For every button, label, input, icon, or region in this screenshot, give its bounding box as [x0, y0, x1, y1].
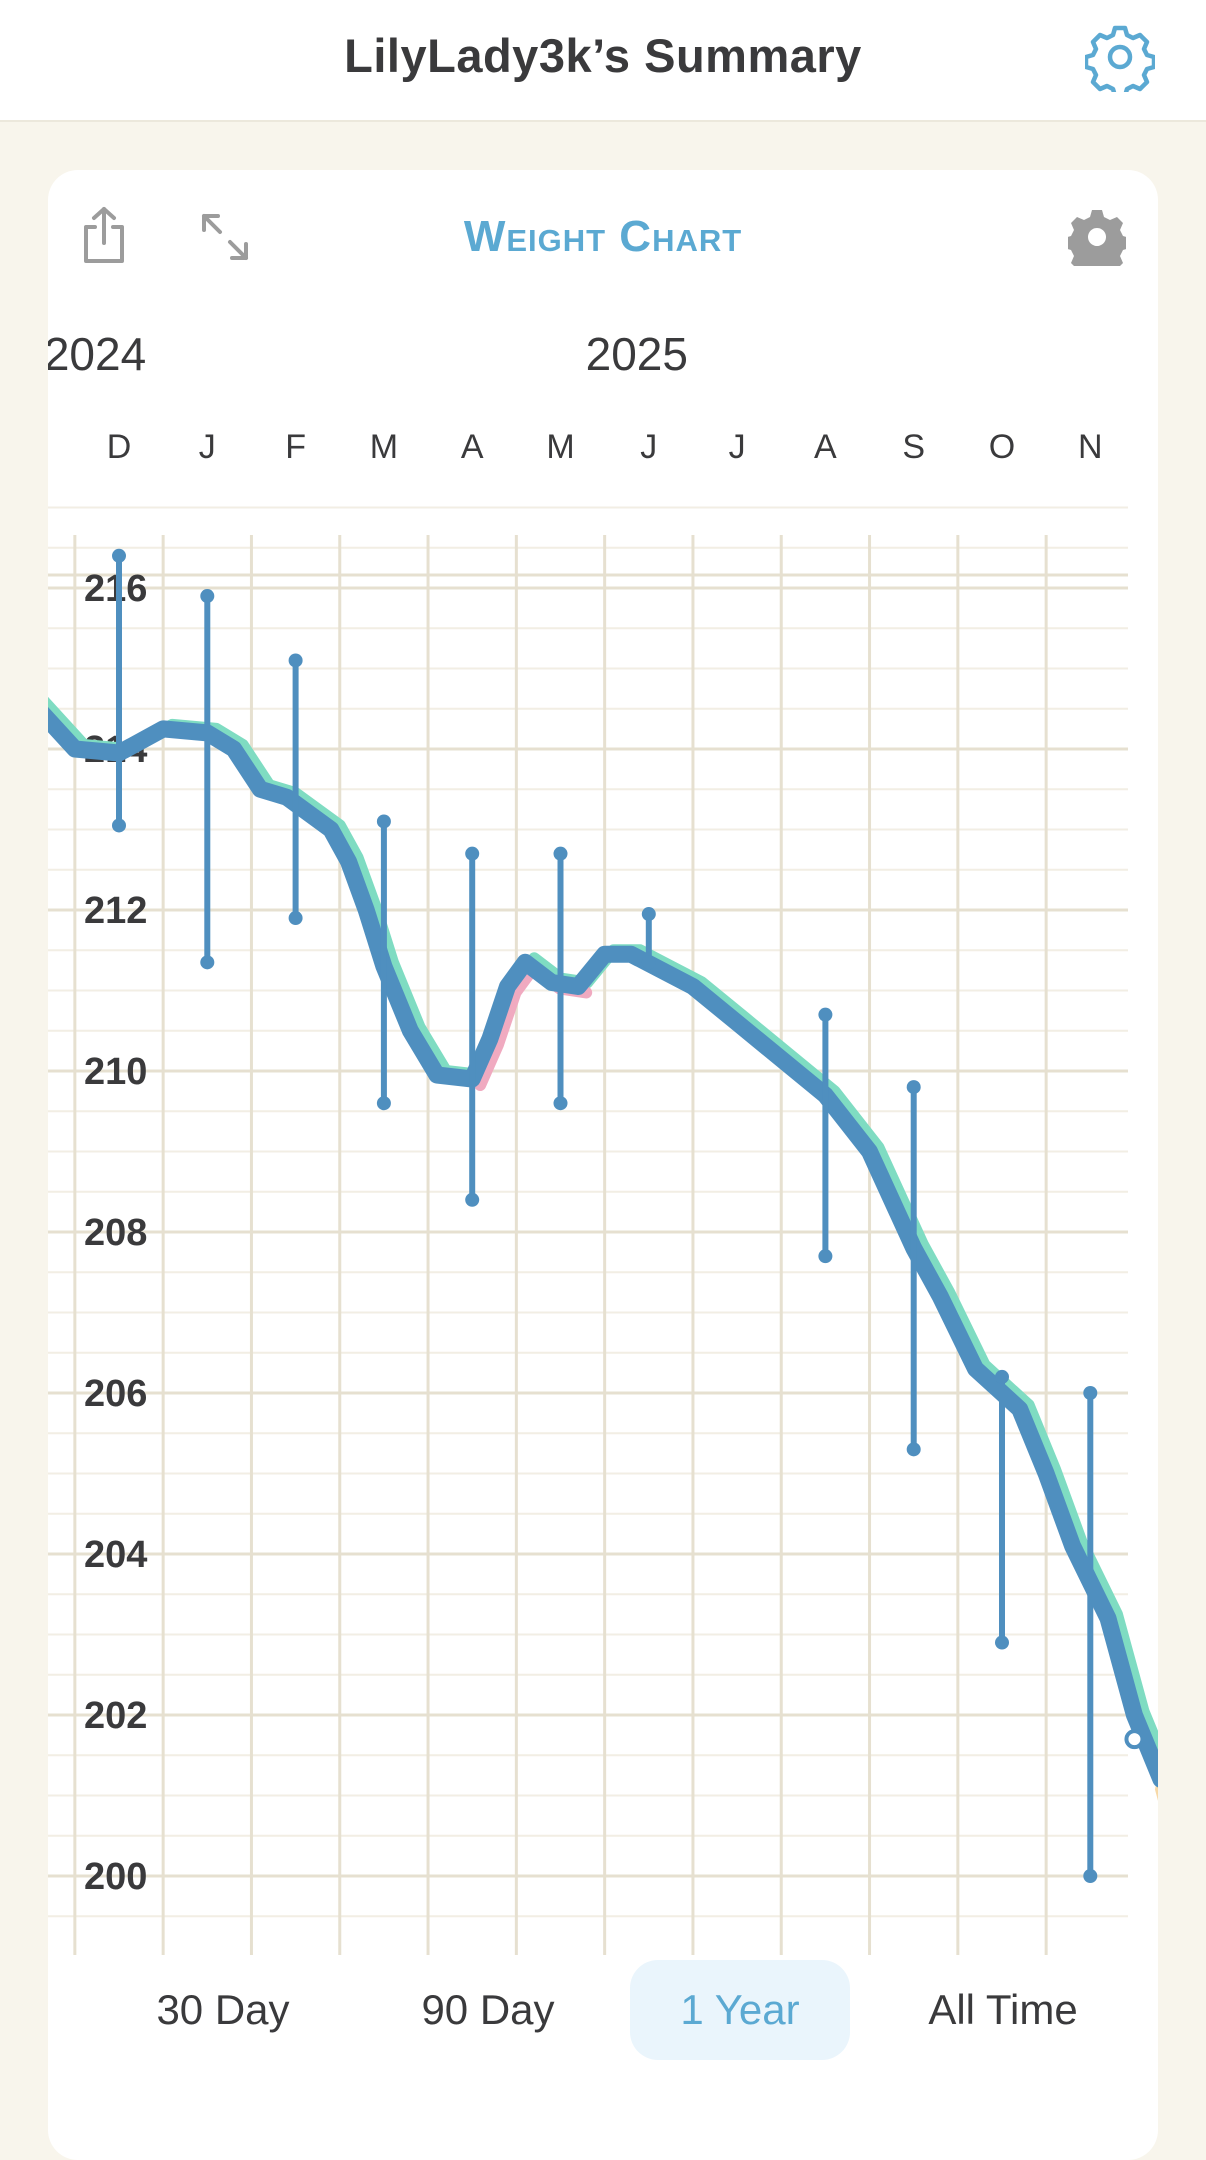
error-bar-high-dot [112, 548, 126, 563]
error-bar-low-dot [376, 1096, 391, 1111]
chart-title: Weight Chart [463, 212, 743, 261]
error-bar[interactable] [906, 1080, 921, 1457]
top-bar: LilyLady3k’s Summary [0, 0, 1206, 122]
error-bar[interactable] [1083, 1386, 1098, 1883]
error-bar-low-dot [1083, 1869, 1098, 1883]
year-label: 2025 [586, 328, 688, 380]
error-bar-low-dot [288, 911, 303, 926]
month-tick-label: J [640, 428, 657, 466]
error-bar-high-dot [288, 653, 303, 668]
error-bar-high-dot [553, 846, 568, 861]
error-bar-low-dot [995, 1635, 1009, 1650]
month-tick-label: A [814, 428, 837, 466]
gear-icon[interactable] [1085, 22, 1155, 92]
gear-icon[interactable] [1068, 208, 1126, 266]
error-bar-high-dot [465, 846, 480, 861]
error-bar[interactable] [200, 589, 215, 970]
error-bar-low-dot [553, 1096, 568, 1111]
error-bar-low-dot [818, 1249, 833, 1264]
year-label: 2024 [48, 328, 146, 380]
error-bar-low-dot [112, 818, 126, 833]
range-30-day-button[interactable]: 30 Day [156, 1986, 290, 2033]
range-all-time-button[interactable]: All Time [928, 1986, 1078, 2033]
page-title: LilyLady3k’s Summary [344, 29, 862, 82]
error-bar-low-dot [465, 1192, 480, 1207]
month-tick-label: J [729, 428, 746, 466]
expand-icon[interactable] [198, 210, 252, 264]
error-bar[interactable] [641, 907, 656, 970]
error-bar-high-dot [995, 1369, 1009, 1384]
error-bar-high-dot [906, 1080, 921, 1095]
weight-chart-card: 20242025NDJFMAMJJASOND200202204206208210… [48, 170, 1158, 2160]
share-icon[interactable] [78, 205, 130, 265]
month-tick-label: D [107, 428, 132, 466]
error-bar[interactable] [818, 1007, 833, 1264]
month-tick-label: S [902, 428, 925, 466]
error-bar[interactable] [995, 1369, 1009, 1650]
error-bar-low-dot [906, 1442, 921, 1457]
error-bar[interactable] [288, 653, 303, 926]
error-bar-low-dot [200, 955, 215, 970]
error-bar-high-dot [1083, 1386, 1098, 1400]
projection-wedge [1154, 1775, 1158, 1801]
month-tick-label: A [461, 428, 484, 466]
y-tick-label: 210 [84, 1051, 147, 1093]
month-tick-label: M [370, 428, 398, 466]
trend-line[interactable] [48, 701, 1158, 1788]
range-90-day-button[interactable]: 90 Day [421, 1986, 555, 2033]
y-tick-label: 206 [84, 1373, 147, 1415]
y-tick-label: 216 [84, 568, 147, 610]
card-header: Weight Chart [48, 170, 1158, 300]
y-tick-label: 208 [84, 1212, 147, 1254]
trend-shadow-line [48, 696, 1158, 1763]
y-tick-label: 200 [84, 1856, 147, 1898]
grid-lines [48, 506, 1128, 1955]
month-tick-label: N [1078, 428, 1103, 466]
error-bar-high-dot [641, 907, 656, 922]
month-tick-label: O [989, 428, 1015, 466]
error-bar-low-dot [641, 955, 656, 970]
error-bar-high-dot [818, 1007, 833, 1022]
y-tick-label: 212 [84, 890, 147, 932]
y-tick-label: 204 [84, 1534, 147, 1576]
weight-chart[interactable]: 20242025NDJFMAMJJASOND200202204206208210… [48, 170, 1158, 1960]
error-bar[interactable] [553, 846, 568, 1111]
error-bar[interactable] [376, 814, 391, 1111]
error-bar-high-dot [376, 814, 391, 829]
range-1-year-button[interactable]: 1 Year [630, 1960, 850, 2060]
error-bar[interactable] [465, 846, 480, 1207]
time-range-selector: 30 Day 90 Day 1 Year All Time [48, 1960, 1158, 2090]
y-tick-label: 202 [84, 1695, 147, 1737]
latest-point-marker[interactable] [1124, 1729, 1145, 1750]
month-tick-label: F [285, 428, 306, 466]
error-bar-high-dot [200, 589, 215, 604]
month-tick-label: M [546, 428, 574, 466]
month-tick-label: J [199, 428, 216, 466]
error-bar[interactable] [112, 548, 126, 833]
